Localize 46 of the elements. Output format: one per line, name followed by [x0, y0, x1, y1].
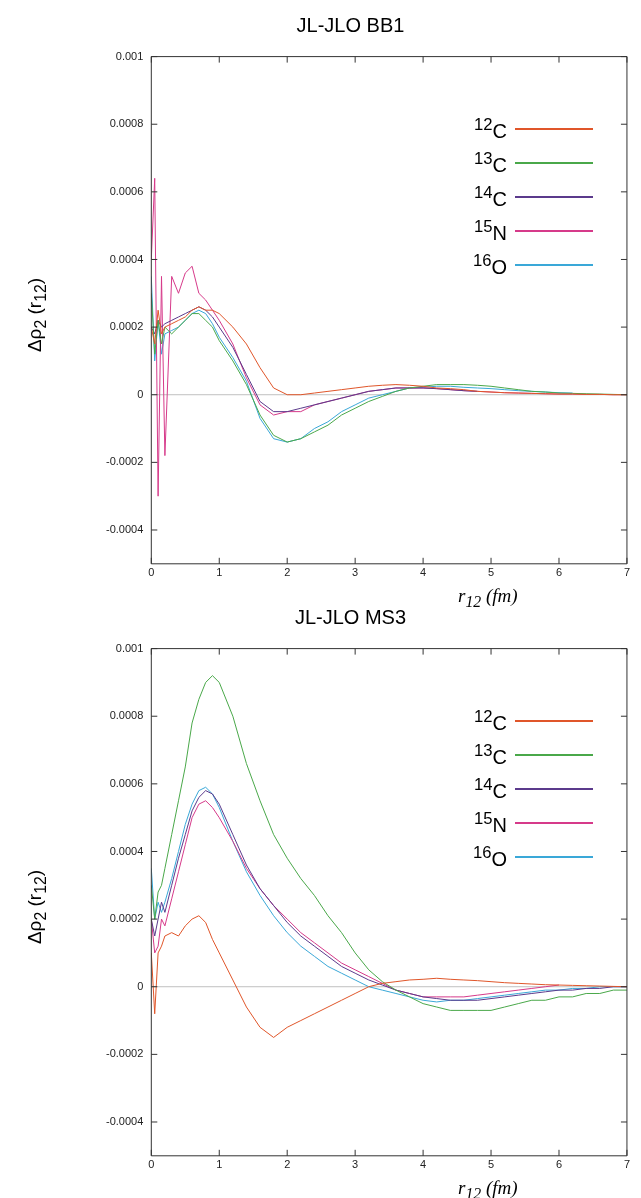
legend-label: $^{12}$C [474, 115, 507, 143]
y-tick-label: -0.0004 [106, 523, 144, 536]
y-tick-label: 0.0006 [109, 776, 144, 789]
legend-label: $^{15}$N [474, 809, 507, 837]
x-tick-label: 6 [555, 566, 563, 579]
x-tick-label: 4 [420, 566, 427, 579]
x-tick-label: 0 [148, 1158, 155, 1171]
x-tick-label: 1 [216, 566, 223, 579]
y-tick-label: 0.0008 [109, 709, 144, 722]
x-axis-title: r$_{12}$ (fm) [458, 585, 518, 611]
x-tick-label: 5 [487, 1158, 495, 1171]
x-tick-label: 4 [420, 1158, 427, 1171]
legend-label: $^{15}$N [474, 217, 507, 245]
legend-label: $^{16}$O [472, 251, 507, 279]
x-tick-label: 5 [487, 566, 495, 579]
legend-label: $^{14}$C [474, 775, 507, 803]
x-tick-label: 6 [555, 1158, 563, 1171]
x-tick-label: 0 [148, 566, 155, 579]
x-tick-label: 2 [284, 566, 291, 579]
x-tick-label: 2 [284, 1158, 291, 1171]
y-tick-label: -0.0002 [106, 1047, 144, 1060]
y-tick-label: -0.0002 [106, 455, 144, 468]
legend-label: $^{12}$C [474, 707, 507, 735]
y-tick-label: -0.0004 [106, 1115, 144, 1128]
y-tick-label: 0.0004 [109, 252, 144, 265]
y-tick-label: 0.0002 [109, 320, 144, 333]
y-tick-label: 0.0006 [109, 184, 144, 197]
x-axis-title: r$_{12}$ (fm) [458, 1177, 518, 1198]
legend-label: $^{14}$C [474, 183, 507, 211]
x-tick-label: 1 [216, 1158, 223, 1171]
y-tick-label: 0.0002 [109, 912, 144, 925]
chart-title: JL-JLO MS3 [294, 606, 407, 628]
legend-label: $^{13}$C [474, 149, 507, 177]
x-tick-label: 3 [352, 566, 359, 579]
y-tick-label: 0.001 [115, 49, 144, 62]
x-tick-label: 7 [623, 566, 630, 579]
y-tick-label: 0.0008 [109, 117, 144, 130]
x-tick-label: 7 [623, 1158, 630, 1171]
legend-label: $^{13}$C [474, 741, 507, 769]
y-tick-label: 0.001 [115, 641, 144, 654]
chart-title: JL-JLO BB1 [295, 13, 406, 38]
legend-label: $^{16}$O [472, 843, 507, 871]
y-tick-label: 0 [137, 979, 144, 992]
x-tick-label: 3 [352, 1158, 359, 1171]
y-tick-label: 0.0004 [109, 844, 144, 857]
y-tick-label: 0 [137, 387, 144, 400]
